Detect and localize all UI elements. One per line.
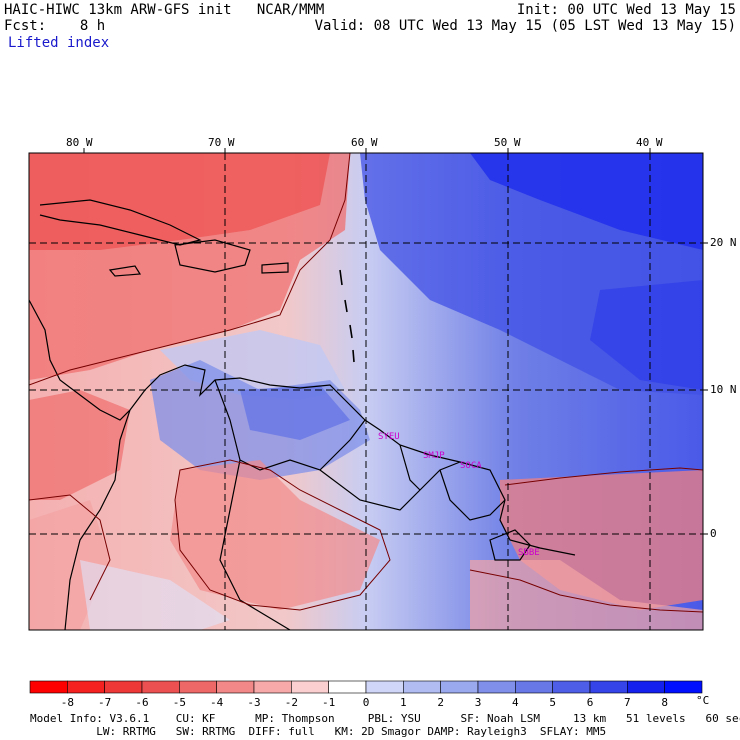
colorbar-swatch bbox=[627, 680, 665, 694]
lat-label-20n: 20 N bbox=[710, 236, 737, 249]
colorbar-tick-label: 1 bbox=[400, 696, 407, 709]
colorbar-swatch bbox=[552, 680, 591, 694]
colorbar-tick-label: 8 bbox=[661, 696, 668, 709]
colorbar-tick-label: -3 bbox=[247, 696, 261, 709]
colorbar-swatch bbox=[291, 680, 329, 694]
colorbar-tick-label: 6 bbox=[586, 696, 594, 709]
colorbar-swatch bbox=[664, 680, 703, 694]
colorbar-tick-label: 5 bbox=[549, 696, 556, 709]
colorbar-swatch bbox=[365, 680, 404, 694]
colorbar-tick-label: -2 bbox=[284, 696, 298, 709]
colorbar-swatch bbox=[477, 680, 516, 694]
colorbar-swatch bbox=[216, 680, 255, 694]
colorbar-swatch bbox=[589, 680, 628, 694]
station-label-smjp: SMJP bbox=[423, 451, 445, 461]
colorbar-swatch bbox=[67, 680, 105, 694]
colorbar-swatch bbox=[328, 680, 367, 694]
lat-lon-grid bbox=[29, 153, 703, 630]
station-label-syeu: SYEU bbox=[378, 432, 400, 442]
colorbar-tick-label: 3 bbox=[474, 696, 482, 709]
colorbar bbox=[29, 680, 703, 694]
colorbar-tick-label: -4 bbox=[210, 696, 224, 709]
colorbar-swatch bbox=[515, 680, 553, 694]
colorbar-tick-label: 4 bbox=[512, 696, 519, 709]
lat-label-0: 0 bbox=[710, 527, 717, 540]
header-valid-time: Valid: 08 UTC Wed 13 May 15 (05 LST Wed … bbox=[314, 18, 736, 34]
header-left-line2: Fcst: 8 h bbox=[4, 18, 106, 34]
model-info-line1: Model Info: V3.6.1 CU: KF MP: Thompson P… bbox=[30, 712, 740, 725]
colorbar-tick-label: 7 bbox=[624, 696, 631, 709]
colorbar-tick-label: -7 bbox=[98, 696, 112, 709]
colorbar-tick-label: -6 bbox=[135, 696, 149, 709]
station-label-sbbe: SBBE bbox=[518, 548, 540, 558]
lon-label-60w: 60 W bbox=[351, 136, 378, 149]
colorbar-tick-label: -8 bbox=[60, 696, 74, 709]
colorbar-tick-label: 2 bbox=[437, 696, 444, 709]
colorbar-swatch bbox=[179, 680, 217, 694]
colorbar-swatch bbox=[104, 680, 143, 694]
header-init-time: Init: 00 UTC Wed 13 May 15 bbox=[516, 2, 736, 18]
colorbar-tick-label: 0 bbox=[362, 696, 370, 709]
colorbar-swatch bbox=[141, 680, 180, 694]
colorbar-swatch bbox=[403, 680, 441, 694]
header-left-line1: HAIC-HIWC 13km ARW-GFS init NCAR/MMM bbox=[4, 2, 325, 18]
lon-label-50w: 50 W bbox=[494, 136, 521, 149]
lon-label-80w: 80 W bbox=[66, 136, 93, 149]
model-info-line2: LW: RRTMG SW: RRTMG DIFF: full KM: 2D Sm… bbox=[30, 725, 607, 738]
colorbar-swatch bbox=[440, 680, 479, 694]
lat-label-10n: 10 N bbox=[710, 383, 737, 396]
colorbar-tick-label: -5 bbox=[172, 696, 186, 709]
colorbar-swatch bbox=[253, 680, 292, 694]
colorbar-swatch bbox=[29, 680, 68, 694]
lon-label-70w: 70 W bbox=[208, 136, 235, 149]
colorbar-tick-label: -1 bbox=[322, 696, 336, 709]
zero-contours bbox=[29, 153, 703, 613]
station-label-soca: SOCA bbox=[460, 461, 482, 471]
field-name: Lifted index bbox=[8, 35, 110, 51]
axis-ticks bbox=[83, 148, 708, 535]
lon-label-40w: 40 W bbox=[636, 136, 663, 149]
colorbar-unit: °C bbox=[696, 694, 710, 707]
